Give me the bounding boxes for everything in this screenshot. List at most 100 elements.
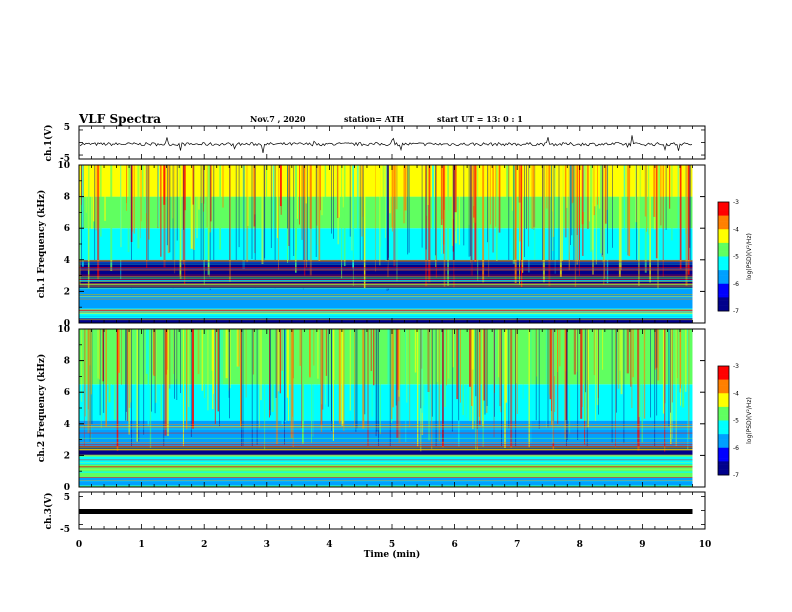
colorbar-step xyxy=(718,442,729,446)
spectrogram-ytick-label: 4 xyxy=(64,256,70,266)
spectrogram-streak xyxy=(137,165,140,249)
colorbar-step xyxy=(718,237,729,241)
spectrogram-quiet-streak xyxy=(327,329,329,407)
spectrogram-streak xyxy=(592,165,594,275)
spectrogram-line xyxy=(79,267,693,269)
spectrogram-quiet-streak xyxy=(515,329,517,449)
colorbar-tick-label: -5 xyxy=(733,418,739,425)
spectrogram-streak xyxy=(179,165,182,280)
spectrogram-streak xyxy=(584,165,587,214)
x-axis-tick-label: 6 xyxy=(451,540,457,550)
spectrogram-streak xyxy=(219,165,221,250)
spectrogram-streak xyxy=(551,329,552,411)
colorbar-step xyxy=(718,374,729,378)
spectrogram-quiet-streak xyxy=(270,329,271,416)
spectrogram-streak xyxy=(90,329,92,395)
spectrogram-streak xyxy=(175,329,177,379)
spectrogram-streak xyxy=(545,165,548,209)
spectrogram-streak xyxy=(209,165,210,277)
spectrogram-streak xyxy=(626,329,629,374)
spectrogram-streak xyxy=(485,329,488,413)
spectrogram-streak xyxy=(81,165,84,267)
spectrogram-streak xyxy=(201,329,204,391)
spectrogram-streak xyxy=(472,329,474,430)
spectrogram-streak xyxy=(200,165,203,204)
spectrogram-line xyxy=(79,428,693,430)
colorbar-step xyxy=(718,371,729,375)
spectrogram-streak xyxy=(423,329,425,406)
spectrogram-quiet-streak xyxy=(689,165,691,248)
x-axis-tick-label: 3 xyxy=(264,540,270,550)
spectrogram-ytick-label: 10 xyxy=(57,325,70,335)
spectrogram-quiet-streak xyxy=(364,329,366,415)
spectrogram-streak xyxy=(229,329,231,389)
spectrogram-streak xyxy=(533,165,536,228)
spectrogram-streak xyxy=(496,165,498,261)
spectrogram-ytick-label: 6 xyxy=(64,224,70,234)
colorbar-tick-label: -6 xyxy=(733,281,739,288)
spectrogram-line xyxy=(79,446,693,447)
spectrogram-quiet-streak xyxy=(435,165,436,256)
spectrogram-streak xyxy=(662,329,665,414)
colorbar-step xyxy=(718,461,729,465)
spectrogram-streak xyxy=(379,165,381,266)
spectrogram-streak xyxy=(631,329,633,382)
spectrogram-quiet-streak xyxy=(435,329,437,453)
spectrogram-quiet-streak xyxy=(209,165,211,290)
colorbar-step xyxy=(718,434,729,438)
spectrogram-line xyxy=(79,296,693,298)
spectrogram-streak xyxy=(671,165,673,241)
spectrogram-streak xyxy=(492,165,494,253)
spectrogram-streak xyxy=(192,165,194,205)
spectrogram-quiet-streak xyxy=(476,329,478,430)
spectrogram-streak xyxy=(648,165,650,235)
spectrogram-streak xyxy=(246,165,249,263)
spectrogram-quiet-streak xyxy=(408,165,410,253)
spectrogram-streak xyxy=(510,329,513,448)
colorbar-tick-label: -3 xyxy=(733,363,739,370)
spectrogram-streak xyxy=(427,165,429,205)
spectrogram-line xyxy=(79,313,693,314)
spectrogram-streak xyxy=(278,165,279,271)
spectrogram-quiet-streak xyxy=(566,329,567,448)
spectrogram-streak xyxy=(392,329,394,408)
spectrogram-quiet-streak xyxy=(274,165,276,289)
spectrogram-streak xyxy=(436,329,438,383)
spectrogram-quiet-streak xyxy=(99,329,101,416)
spectrogram-streak xyxy=(552,165,555,237)
spectrogram-streak xyxy=(551,329,554,426)
colorbar-step xyxy=(718,417,729,421)
spectrogram-line xyxy=(79,426,693,427)
spectrogram-streak xyxy=(183,165,186,211)
spectrogram-quiet-streak xyxy=(451,329,453,432)
spectrogram-streak xyxy=(142,165,144,222)
spectrogram-streak xyxy=(79,165,81,284)
spectrogram-streak xyxy=(188,329,190,407)
spectrogram-line xyxy=(79,268,693,270)
spectrogram-streak xyxy=(104,165,106,221)
spectrogram-streak xyxy=(531,329,534,368)
spectrogram-streak xyxy=(531,165,533,229)
spectrogram-streak xyxy=(281,329,283,425)
spectrogram-streak xyxy=(653,165,656,230)
spectrogram-streak xyxy=(157,165,159,219)
spectrogram-quiet-streak xyxy=(388,165,389,291)
spectrogram-streak xyxy=(623,165,625,235)
spectrogram-streak xyxy=(277,329,280,392)
spectrogram-quiet-streak xyxy=(656,329,658,416)
spectrogram-streak xyxy=(375,165,376,272)
spectrogram-line xyxy=(79,298,693,300)
spectrogram-streak xyxy=(630,329,632,387)
colorbar-step xyxy=(718,270,729,274)
spectrogram-streak xyxy=(382,165,385,227)
spectrogram-line xyxy=(79,466,693,468)
ch1-spectrogram-ticks: 0 2 4 6 8 10 xyxy=(57,161,706,329)
spectrogram-streak xyxy=(336,165,338,206)
spectrogram-quiet-streak xyxy=(143,329,145,435)
colorbar-step xyxy=(718,259,729,263)
spectrogram-streak xyxy=(597,165,598,205)
spectrogram-streak xyxy=(552,329,555,450)
spectrogram-streak xyxy=(391,329,393,420)
spectrogram-quiet-streak xyxy=(566,329,568,440)
spectrogram-quiet-streak xyxy=(131,165,132,289)
